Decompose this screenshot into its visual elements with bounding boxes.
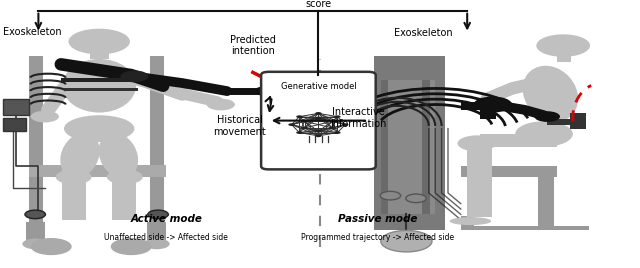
Circle shape (406, 194, 426, 203)
Text: Anomaly
score: Anomaly score (297, 0, 340, 9)
Circle shape (296, 131, 303, 134)
Circle shape (25, 210, 45, 219)
Text: Exoskeleton: Exoskeleton (3, 27, 62, 37)
Ellipse shape (63, 59, 136, 113)
Text: Exoskeleton: Exoskeleton (394, 28, 452, 38)
Bar (384, 80, 435, 214)
Circle shape (56, 169, 92, 184)
Circle shape (31, 238, 72, 255)
Bar (474, 226, 589, 230)
Bar (3, 118, 26, 131)
Ellipse shape (64, 115, 134, 142)
Text: Programmed trajectory -> Affected side: Programmed trajectory -> Affected side (301, 233, 454, 242)
Circle shape (301, 126, 308, 129)
Text: Active mode: Active mode (131, 214, 202, 224)
Text: Generative model: Generative model (280, 82, 356, 91)
Bar (467, 142, 492, 217)
Circle shape (31, 111, 59, 122)
Ellipse shape (60, 133, 100, 178)
Circle shape (329, 120, 335, 123)
Circle shape (315, 117, 321, 119)
Circle shape (120, 70, 148, 82)
Circle shape (534, 111, 560, 122)
Circle shape (334, 115, 340, 118)
Bar (90, 50, 109, 59)
Bar (374, 56, 445, 230)
Bar (461, 216, 474, 230)
Circle shape (381, 230, 432, 252)
Circle shape (315, 135, 321, 137)
Text: Predicted
intention: Predicted intention (230, 35, 276, 57)
Bar (538, 173, 554, 230)
Circle shape (207, 99, 235, 110)
Circle shape (107, 169, 143, 184)
Circle shape (296, 115, 303, 118)
Bar (61, 78, 138, 82)
Circle shape (144, 239, 170, 249)
Circle shape (342, 123, 348, 126)
Bar (557, 51, 571, 62)
Bar (422, 80, 430, 214)
Bar (480, 100, 496, 119)
Circle shape (536, 34, 590, 57)
Circle shape (68, 29, 130, 54)
Circle shape (329, 127, 335, 129)
Bar (381, 80, 388, 214)
Circle shape (254, 86, 277, 96)
Bar (461, 102, 499, 110)
FancyBboxPatch shape (261, 72, 376, 169)
Circle shape (315, 112, 321, 115)
Ellipse shape (449, 217, 492, 225)
Bar (26, 222, 45, 241)
Text: Passive mode: Passive mode (338, 214, 417, 224)
Circle shape (148, 210, 168, 219)
Text: Interactive
information: Interactive information (330, 107, 387, 129)
Text: Historical
movement: Historical movement (214, 115, 266, 137)
Circle shape (111, 238, 152, 255)
Bar (3, 99, 29, 115)
Bar (29, 165, 166, 177)
Bar (112, 168, 136, 220)
Circle shape (301, 120, 308, 123)
Circle shape (22, 239, 48, 249)
Circle shape (315, 130, 321, 133)
Bar (547, 119, 586, 125)
Circle shape (288, 123, 294, 126)
Circle shape (380, 191, 401, 200)
Ellipse shape (99, 133, 138, 178)
Circle shape (458, 135, 496, 151)
Bar (62, 168, 86, 220)
Bar (29, 56, 43, 230)
Circle shape (474, 96, 512, 113)
Bar (150, 56, 164, 230)
Bar (461, 166, 557, 177)
Ellipse shape (523, 66, 578, 122)
Circle shape (334, 131, 340, 134)
Bar (480, 134, 557, 147)
Text: Unaffected side -> Affected side: Unaffected side -> Affected side (104, 233, 228, 242)
Bar (64, 88, 138, 91)
Ellipse shape (515, 121, 573, 147)
Bar (147, 222, 166, 241)
Bar (570, 113, 586, 129)
